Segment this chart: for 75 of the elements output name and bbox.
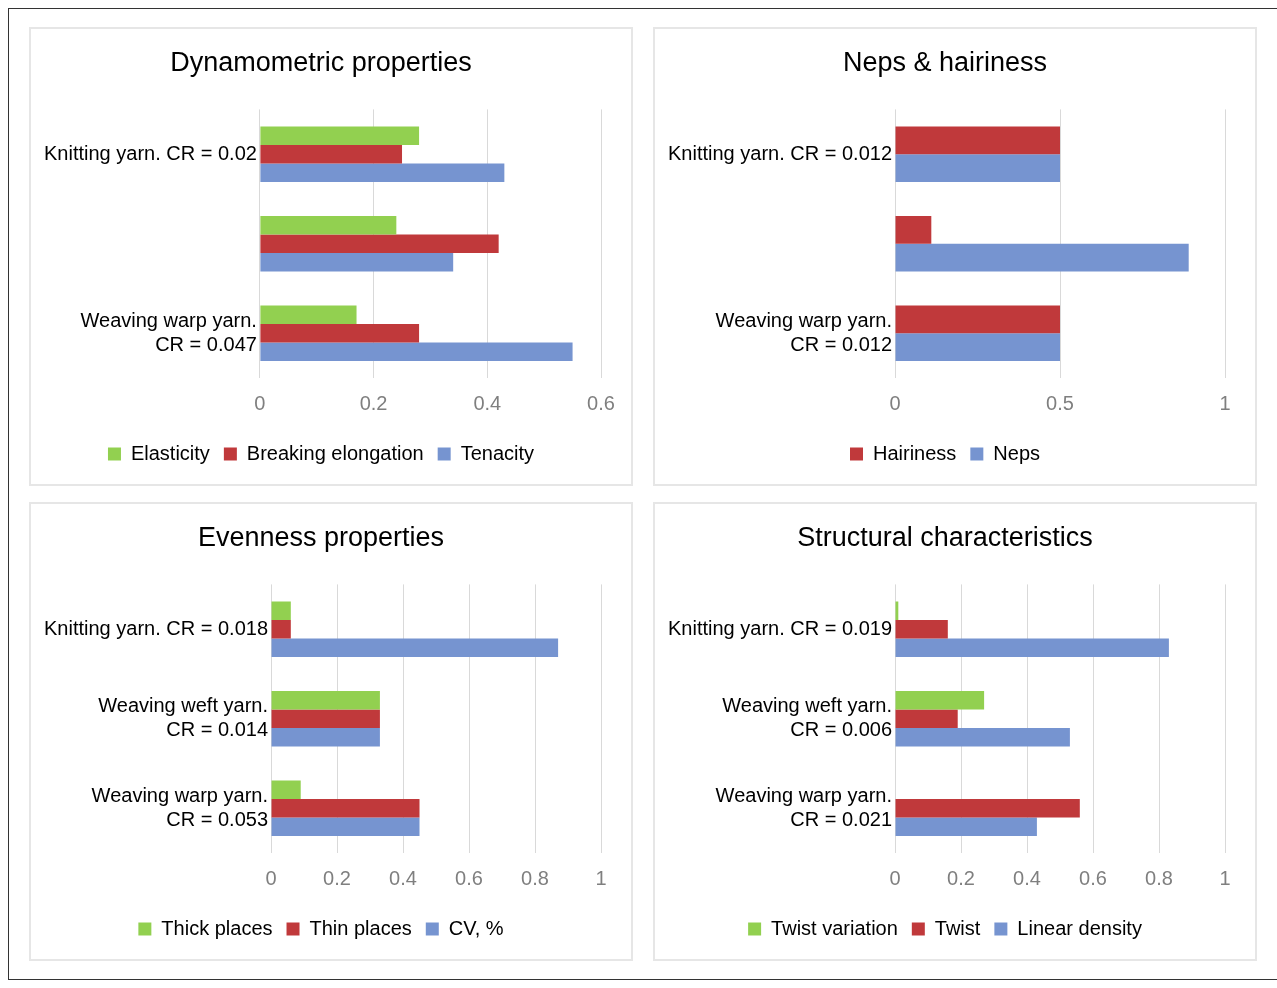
legend-label: Linear density (1017, 916, 1142, 939)
x-tick-label: 0.8 (1145, 866, 1173, 889)
bar (271, 798, 420, 818)
y-tick-label: Knitting yarn. CR = 0.02 (44, 141, 257, 164)
x-tick-label: 0.2 (323, 866, 351, 889)
y-tick-label: Weaving warp yarn. CR = 0.047 (80, 308, 257, 355)
chart-title: Neps & hairiness (842, 46, 1048, 77)
x-tick-label: 0 (265, 866, 277, 889)
bar (260, 163, 505, 182)
legend-label: Hairiness (872, 441, 957, 464)
bar (895, 798, 1080, 818)
bar (895, 709, 958, 728)
x-tick-label: 0.2 (947, 866, 975, 889)
y-tick-label: Knitting yarn. CR = 0.019 (668, 616, 893, 639)
y-tick-label: Weaving weft yarn. CR = 0.014 (98, 694, 269, 741)
x-tick-label: 0.4 (389, 866, 417, 889)
legend-label: Tenacity (460, 441, 535, 464)
bar (271, 709, 380, 728)
chart-title: Structural characteristics (797, 521, 1093, 552)
bar (260, 144, 403, 164)
bar (895, 333, 1061, 361)
bar (260, 342, 573, 361)
x-tick-label: 0.4 (1013, 866, 1041, 889)
bar (260, 323, 420, 343)
y-tick-label: Knitting yarn. CR = 0.018 (44, 616, 269, 639)
bar (895, 243, 1189, 272)
bar (271, 727, 380, 747)
legend-label: Neps (993, 441, 1041, 464)
bar (260, 252, 454, 272)
bar (895, 817, 1037, 836)
chart-title: Dynamometric properties (170, 46, 472, 77)
x-tick-label: 0 (889, 391, 901, 414)
x-tick-label: 0 (889, 866, 901, 889)
bar (260, 215, 397, 235)
x-tick-label: 0.8 (521, 866, 549, 889)
y-tick-label: Weaving weft yarn. CR = 0.006 (722, 694, 893, 741)
legend-label: Thin places (309, 916, 412, 939)
x-tick-label: 0 (254, 391, 266, 414)
x-tick-label: 0.6 (1079, 866, 1107, 889)
legend-label: Twist variation (771, 916, 898, 939)
legend-label: Breaking elongation (246, 441, 424, 464)
x-tick-label: 0.2 (359, 391, 388, 414)
legend-label: Thick places (161, 916, 273, 939)
bar (895, 215, 932, 244)
bar (895, 154, 1061, 182)
legend-label: CV, % (448, 916, 504, 939)
legend-label: Elasticity (130, 441, 210, 464)
x-tick-label: 1 (1219, 391, 1231, 414)
x-tick-label: 1 (1219, 866, 1231, 889)
y-tick-label: Weaving warp yarn. CR = 0.021 (715, 783, 893, 830)
y-tick-label: Weaving warp yarn. CR = 0.012 (715, 308, 893, 355)
x-tick-label: 1 (595, 866, 607, 889)
x-tick-label: 0.4 (473, 391, 502, 414)
bar (271, 817, 420, 836)
bar (260, 234, 499, 253)
bar (260, 305, 357, 324)
bar (895, 305, 1061, 334)
bar (271, 601, 291, 620)
bar (895, 619, 948, 639)
y-tick-label: Knitting yarn. CR = 0.012 (668, 141, 893, 164)
bar (895, 727, 1070, 747)
chart-title: Evenness properties (197, 521, 445, 552)
bar (895, 638, 1169, 657)
bar (895, 690, 985, 710)
x-tick-label: 0.5 (1046, 391, 1074, 414)
bar (271, 780, 301, 799)
bar (895, 126, 1061, 155)
bar (271, 619, 291, 639)
y-tick-label: Weaving warp yarn. CR = 0.053 (91, 783, 269, 830)
x-tick-label: 0.6 (455, 866, 483, 889)
bar (271, 690, 380, 710)
bar (271, 638, 559, 657)
legend-label: Twist (934, 916, 981, 939)
bar (260, 126, 420, 145)
x-tick-label: 0.6 (587, 391, 615, 414)
